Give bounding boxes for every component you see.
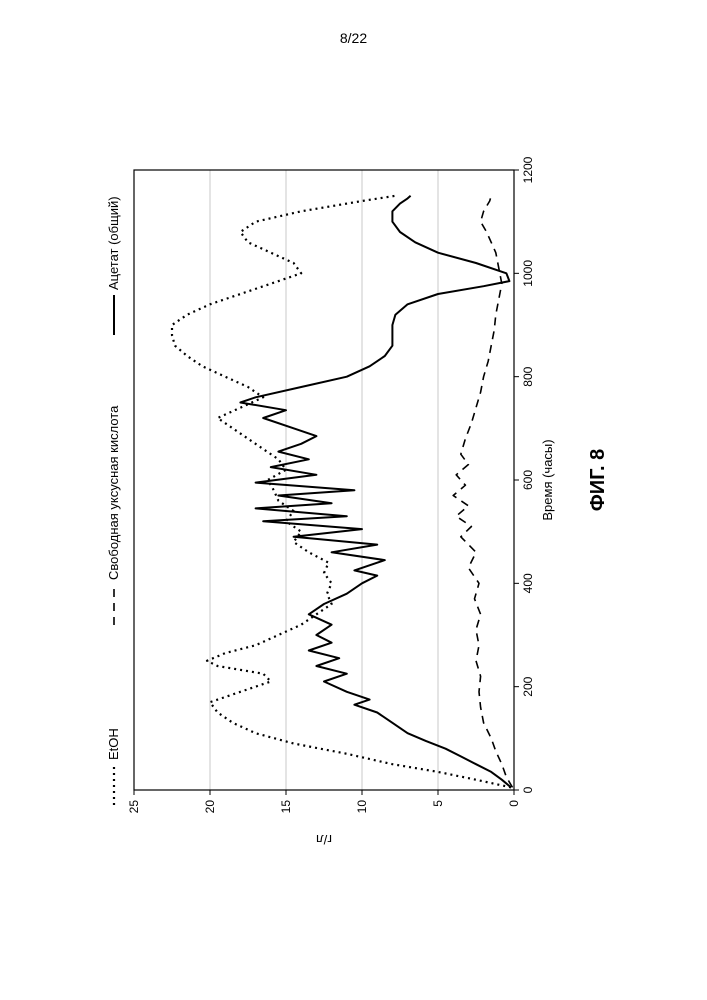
svg-text:Время (часы): Время (часы) xyxy=(540,439,555,520)
svg-text:5: 5 xyxy=(431,800,445,807)
svg-text:25: 25 xyxy=(127,800,141,814)
svg-text:800: 800 xyxy=(521,366,535,386)
chart-rotated-container: 0 5 10 15 20 25 0 200 400 600 800 1000 1200 Время (ча… xyxy=(74,90,634,910)
svg-text:400: 400 xyxy=(521,573,535,593)
svg-text:15: 15 xyxy=(279,800,293,814)
svg-text:200: 200 xyxy=(521,676,535,696)
svg-text:г/л: г/л xyxy=(316,832,332,847)
legend-etoh: EtOH xyxy=(106,728,121,760)
chart-svg: 0 5 10 15 20 25 0 200 400 600 800 1000 1200 Время (ча… xyxy=(74,90,634,910)
svg-text:600: 600 xyxy=(521,470,535,490)
legend-acetate_total: Ацетат (общий) xyxy=(106,196,121,290)
svg-text:0: 0 xyxy=(521,786,535,793)
figure-label: ФИГ. 8 xyxy=(587,449,609,512)
svg-text:1000: 1000 xyxy=(521,260,535,287)
svg-text:1200: 1200 xyxy=(521,156,535,183)
svg-text:20: 20 xyxy=(203,800,217,814)
legend-free_acetic: Свободная уксусная кислота xyxy=(106,405,121,580)
page-number: 8/22 xyxy=(0,30,707,46)
svg-text:10: 10 xyxy=(355,800,369,814)
svg-text:0: 0 xyxy=(507,800,521,807)
